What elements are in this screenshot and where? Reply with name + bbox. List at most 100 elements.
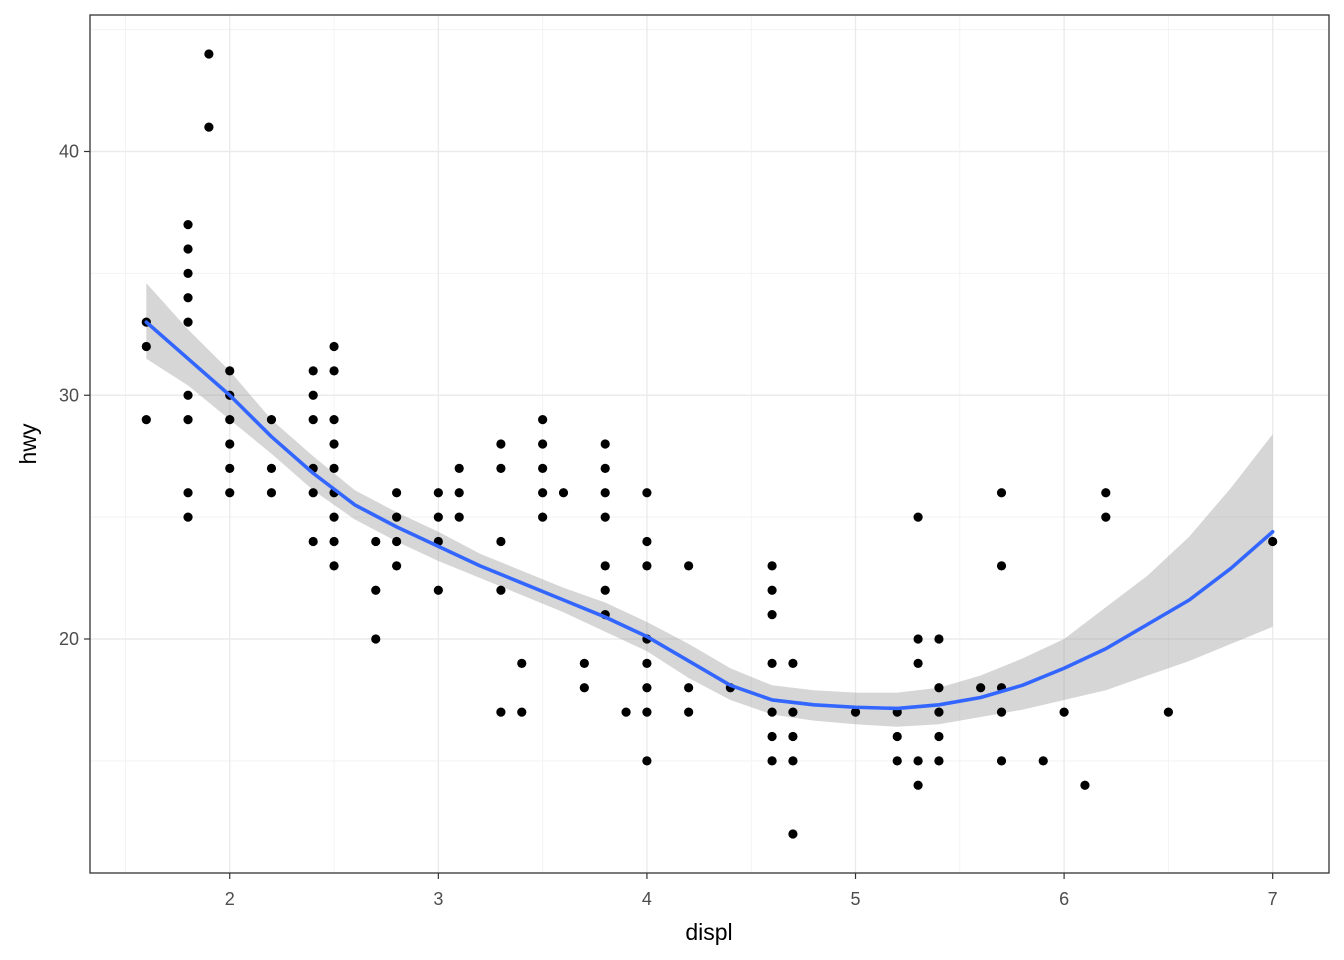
y-axis: 20 30 40 bbox=[59, 142, 90, 649]
data-point bbox=[141, 415, 151, 425]
data-point bbox=[496, 585, 506, 595]
data-point bbox=[850, 707, 861, 717]
data-point bbox=[329, 415, 339, 425]
data-point bbox=[642, 561, 652, 571]
data-point bbox=[496, 536, 506, 547]
data-point bbox=[329, 536, 339, 547]
data-point bbox=[266, 415, 277, 425]
smooth-line-group bbox=[144, 320, 1275, 711]
data-point bbox=[1038, 756, 1048, 766]
data-point bbox=[1101, 512, 1111, 522]
data-point bbox=[225, 366, 235, 376]
data-point bbox=[183, 268, 193, 278]
x-tick-label: 7 bbox=[1268, 889, 1278, 909]
data-point bbox=[225, 439, 235, 449]
x-tick-label: 2 bbox=[225, 889, 235, 909]
data-point bbox=[1163, 707, 1173, 717]
data-point bbox=[684, 561, 694, 571]
data-point bbox=[996, 756, 1007, 766]
panel-border bbox=[89, 14, 1330, 874]
data-point bbox=[600, 463, 610, 473]
data-point bbox=[371, 536, 381, 547]
data-point bbox=[225, 415, 235, 425]
data-point bbox=[1268, 536, 1278, 547]
data-point bbox=[558, 488, 569, 498]
data-point bbox=[183, 512, 193, 522]
data-point bbox=[913, 658, 923, 668]
x-tick-label: 6 bbox=[1059, 889, 1069, 909]
data-point bbox=[308, 390, 318, 400]
y-axis-title: hwy bbox=[15, 423, 41, 464]
x-tick-label: 3 bbox=[433, 889, 443, 909]
data-point bbox=[392, 561, 402, 571]
data-point bbox=[392, 536, 402, 547]
data-point bbox=[600, 585, 610, 595]
data-point bbox=[371, 634, 381, 644]
data-point bbox=[788, 707, 798, 717]
data-point bbox=[913, 756, 923, 766]
data-point bbox=[538, 463, 548, 473]
data-point bbox=[600, 561, 610, 571]
data-point bbox=[329, 463, 339, 473]
confidence-ribbon bbox=[146, 283, 1273, 727]
data-point bbox=[496, 463, 506, 473]
panel-border-group bbox=[89, 14, 1330, 874]
data-point bbox=[433, 488, 443, 498]
data-point bbox=[433, 585, 443, 595]
data-point bbox=[892, 756, 902, 766]
data-point bbox=[767, 610, 777, 620]
data-point bbox=[913, 634, 923, 644]
data-point bbox=[767, 731, 777, 742]
data-points bbox=[141, 49, 1278, 839]
x-axis-title: displ bbox=[685, 919, 732, 945]
data-point bbox=[1059, 707, 1069, 717]
data-point bbox=[225, 488, 235, 498]
y-tick-label: 40 bbox=[59, 142, 79, 162]
data-point bbox=[767, 585, 777, 595]
data-point bbox=[183, 293, 193, 303]
data-point bbox=[892, 731, 902, 742]
data-point bbox=[329, 341, 339, 352]
data-point bbox=[642, 658, 652, 668]
data-point bbox=[579, 658, 589, 668]
smooth-line bbox=[144, 320, 1275, 711]
data-point bbox=[204, 49, 214, 59]
data-point bbox=[996, 561, 1007, 571]
data-point bbox=[684, 683, 694, 693]
data-point bbox=[642, 536, 652, 547]
x-tick-label: 4 bbox=[642, 889, 652, 909]
data-point bbox=[621, 707, 631, 717]
data-point bbox=[1101, 488, 1111, 498]
data-point bbox=[183, 390, 193, 400]
data-point bbox=[684, 707, 694, 717]
data-point bbox=[767, 756, 777, 766]
data-point bbox=[996, 488, 1007, 498]
data-point bbox=[392, 488, 402, 498]
data-point bbox=[788, 829, 798, 839]
data-point bbox=[538, 512, 548, 522]
data-point bbox=[266, 488, 277, 498]
data-point bbox=[934, 731, 944, 742]
data-point bbox=[538, 488, 548, 498]
data-point bbox=[642, 488, 652, 498]
x-axis: 2 3 4 5 6 7 bbox=[225, 873, 1278, 909]
data-point bbox=[266, 463, 277, 473]
data-point bbox=[934, 634, 944, 644]
data-point bbox=[996, 707, 1007, 717]
data-point bbox=[308, 415, 318, 425]
data-point bbox=[204, 122, 214, 132]
confidence-band bbox=[146, 283, 1273, 727]
data-point bbox=[183, 488, 193, 498]
data-point bbox=[183, 415, 193, 425]
data-point bbox=[538, 415, 548, 425]
data-point bbox=[454, 463, 464, 473]
data-point bbox=[329, 561, 339, 571]
data-point bbox=[642, 756, 652, 766]
data-point bbox=[1080, 780, 1090, 790]
data-point bbox=[642, 683, 652, 693]
data-point bbox=[600, 439, 610, 449]
data-point bbox=[496, 439, 506, 449]
data-point bbox=[329, 512, 339, 522]
data-point bbox=[767, 707, 777, 717]
